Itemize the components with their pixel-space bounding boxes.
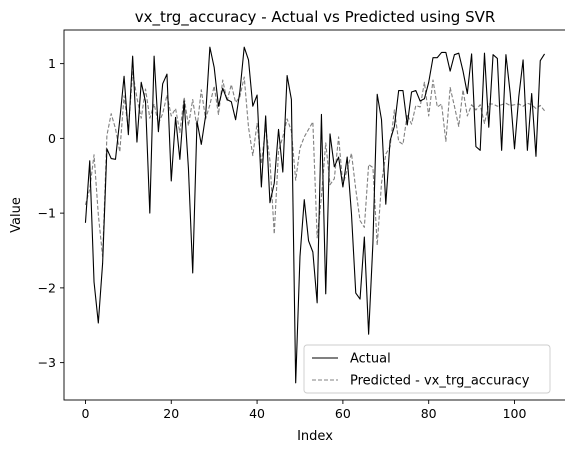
y-tick-label: 0 xyxy=(48,131,56,146)
series-layer xyxy=(84,46,546,384)
plot-area xyxy=(63,29,565,401)
y-axis: −3 −2 −1 0 1 xyxy=(38,56,64,370)
legend: Actual Predicted - vx_trg_accuracy xyxy=(303,344,551,394)
y-tick-label: −3 xyxy=(38,355,56,370)
x-tick-label: 80 xyxy=(421,406,437,421)
x-axis-label: Index xyxy=(297,429,333,444)
x-tick-label: 40 xyxy=(249,406,265,421)
chart-title: vx_trg_accuracy - Actual vs Predicted us… xyxy=(135,8,496,27)
actual-series-line xyxy=(84,46,546,384)
legend-label: Predicted - vx_trg_accuracy xyxy=(350,374,530,389)
y-tick-label: 1 xyxy=(48,56,56,71)
predicted-series-line xyxy=(84,71,545,258)
x-tick-label: 0 xyxy=(81,406,89,421)
x-tick-label: 20 xyxy=(163,406,179,421)
plot-frame xyxy=(64,30,565,400)
y-tick-label: −1 xyxy=(38,206,56,221)
plot-border xyxy=(63,29,565,401)
legend-box xyxy=(303,344,551,394)
x-tick-label: 100 xyxy=(503,406,527,421)
x-axis: 0 20 40 60 80 100 xyxy=(81,400,526,421)
x-tick-label: 60 xyxy=(335,406,351,421)
y-tick-label: −2 xyxy=(38,280,56,295)
y-axis-label: Value xyxy=(9,197,24,233)
legend-label: Actual xyxy=(350,352,391,367)
